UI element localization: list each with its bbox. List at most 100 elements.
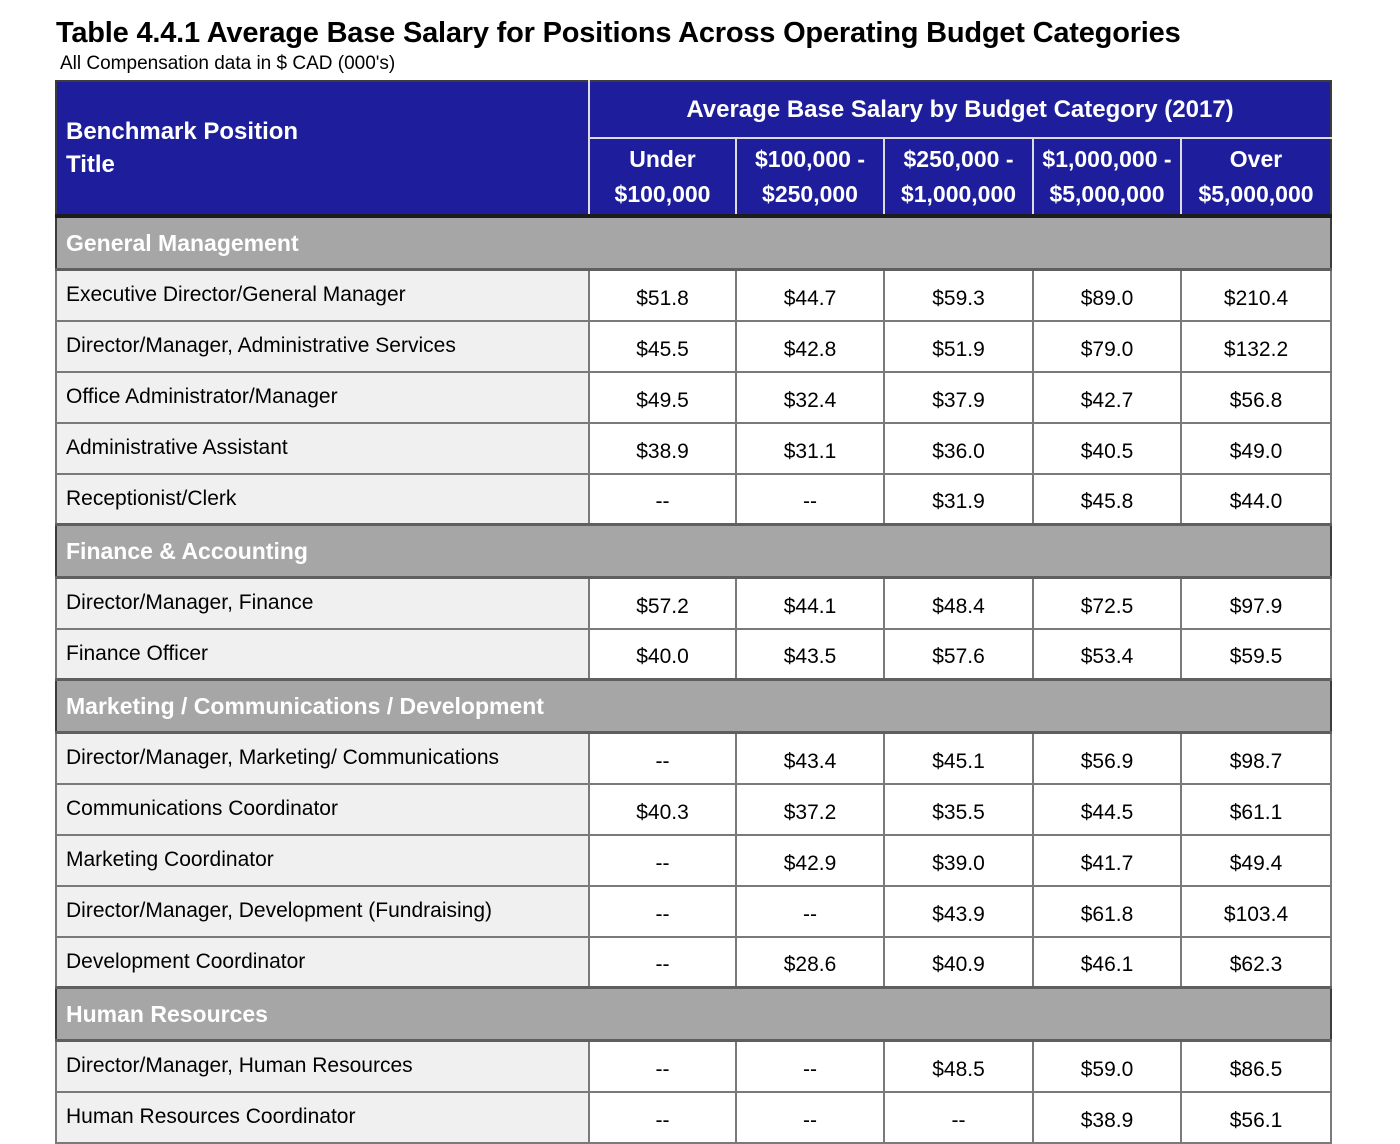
position-label: Director/Manager, Administrative Service… [55,319,590,373]
salary-value: $42.8 [735,319,885,373]
position-label: Director/Manager, Marketing/ Communicati… [55,731,590,785]
column-header-line: $250,000 [762,180,858,207]
salary-value: -- [883,1090,1034,1144]
salary-value: $43.4 [735,731,885,785]
salary-value: -- [588,884,737,938]
salary-value: $53.4 [1032,627,1182,681]
salary-value: $31.1 [735,421,885,475]
column-header-line: $100,000 [614,180,711,207]
section-header-row: Human Resources [56,986,1332,1042]
position-label: Office Administrator/Manager [55,370,590,424]
salary-value: $56.1 [1179,1090,1333,1144]
salary-value: $40.0 [588,627,737,681]
benchmark-position-header: Benchmark Position Title [56,81,590,216]
salary-value: $57.6 [883,627,1034,681]
column-header-line: $5,000,000 [1198,180,1314,207]
salary-value: $32.4 [735,370,885,424]
salary-value: $56.9 [1032,731,1182,785]
table-row: Human Resources Coordinator -- -- -- $38.9 $5… [55,1090,1333,1144]
section-header-row: General Management [56,214,1332,271]
salary-value: $97.9 [1179,576,1333,630]
salary-value: -- [735,472,885,526]
table-row: Finance Officer $40.0 $43.5 $57.6 $53.4 $59.5 [55,627,1333,681]
column-header-250k-1m: $250,000 - $1,000,000 [883,138,1033,216]
column-header-line: Under [629,145,696,172]
salary-value: $44.0 [1179,472,1333,526]
column-header-line: $1,000,000 - [1042,145,1172,172]
salary-value: -- [588,472,737,526]
salary-value: $41.7 [1032,833,1182,887]
table-header: Benchmark Position Title Average Base Sa… [56,81,1332,216]
column-header-line: $100,000 - [755,145,865,172]
salary-value: $98.7 [1179,731,1333,785]
table-row: Executive Director/General Manager $51.8 $… [55,268,1333,322]
group-header-row: Benchmark Position Title Average Base Sa… [56,81,1332,216]
salary-value: $59.5 [1179,627,1333,681]
position-label: Communications Coordinator [55,782,590,836]
salary-value: $89.0 [1032,268,1182,322]
benchmark-position-header-line1: Benchmark Position [66,118,299,145]
position-label: Marketing Coordinator [55,833,590,887]
salary-value: $48.4 [883,576,1034,630]
budget-category-group-header: Average Base Salary by Budget Category (… [589,81,1332,139]
salary-value: $31.9 [883,472,1034,526]
salary-value: $38.9 [588,421,737,475]
section-header-row: Marketing / Communications / Development [56,678,1332,734]
salary-value: $62.3 [1179,935,1333,989]
salary-value: $56.8 [1179,370,1333,424]
salary-value: $43.9 [883,884,1034,938]
column-header-line: $1,000,000 [900,180,1017,207]
table-body: General Management Executive Director/Gen… [55,214,1333,1144]
section-title: Human Resources [56,986,1332,1042]
table-row: Director/Manager, Human Resources -- -- $48… [55,1039,1333,1093]
position-label: Director/Manager, Human Resources [55,1039,590,1093]
salary-value: $45.8 [1032,472,1182,526]
section-title: General Management [56,214,1332,271]
salary-value: $57.2 [588,576,737,630]
salary-value: $37.2 [735,782,885,836]
salary-value: -- [588,833,737,887]
salary-value: -- [588,935,737,989]
salary-value: $59.3 [883,268,1034,322]
salary-value: -- [588,731,737,785]
table-row: Director/Manager, Finance $57.2 $44.1 $48.4… [55,576,1333,630]
position-label: Director/Manager, Development (Fundraisi… [55,884,590,938]
salary-value: -- [588,1090,737,1144]
column-header-over-5m: Over $5,000,000 [1179,138,1332,216]
salary-value: $79.0 [1032,319,1182,373]
salary-value: $49.4 [1179,833,1333,887]
salary-value: $37.9 [883,370,1034,424]
table-row: Communications Coordinator $40.3 $37.2 $35.… [55,782,1333,836]
salary-value: $39.0 [883,833,1034,887]
salary-value: $61.1 [1179,782,1333,836]
salary-value: $132.2 [1179,319,1333,373]
section-header-row: Finance & Accounting [56,523,1332,579]
position-label: Director/Manager, Finance [55,576,590,630]
position-label: Human Resources Coordinator [55,1090,590,1144]
salary-value: $42.9 [735,833,885,887]
salary-value: $36.0 [883,421,1034,475]
salary-value: -- [735,1090,885,1144]
salary-value: $46.1 [1032,935,1182,989]
salary-value: $59.0 [1032,1039,1182,1093]
salary-value: $103.4 [1179,884,1333,938]
salary-value: $86.5 [1179,1039,1333,1093]
position-label: Finance Officer [55,627,590,681]
section-title: Marketing / Communications / Development [56,678,1332,734]
salary-value: $45.1 [883,731,1034,785]
column-header-line: Over [1229,145,1283,172]
salary-value: $40.5 [1032,421,1182,475]
column-headers-row: Under $100,000 $100,000 - $250,000 $250,… [56,138,1332,216]
benchmark-position-header-line2: Title [66,151,115,178]
position-label: Receptionist/Clerk [55,472,590,526]
salary-value: $44.5 [1032,782,1182,836]
salary-value: $44.1 [735,576,885,630]
table-subtitle: All Compensation data in $ CAD (000's) [60,53,396,74]
salary-value: $49.0 [1179,421,1333,475]
salary-value: -- [735,1039,885,1093]
salary-value: $38.9 [1032,1090,1182,1144]
salary-value: $210.4 [1179,268,1333,322]
position-label: Development Coordinator [55,935,590,989]
salary-table: Benchmark Position Title Average Base Sa… [55,80,1333,1144]
